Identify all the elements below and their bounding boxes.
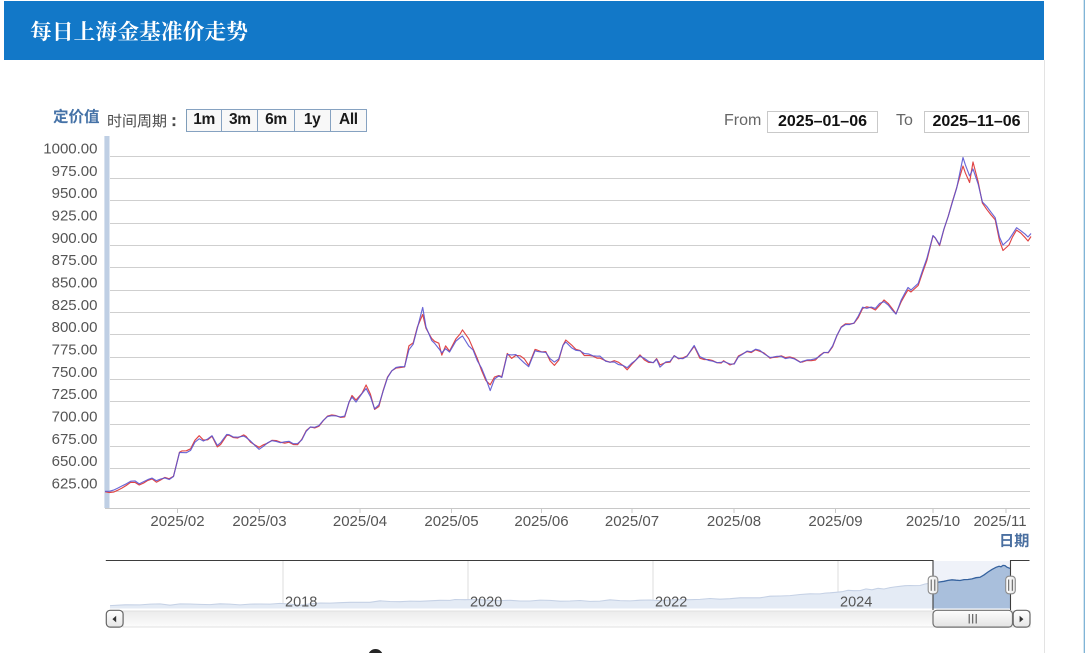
svg-text:2024: 2024 <box>840 595 872 611</box>
svg-text:925.00: 925.00 <box>52 208 98 225</box>
svg-text:975.00: 975.00 <box>52 163 98 180</box>
svg-text:2025/06: 2025/06 <box>514 513 568 530</box>
svg-text:650.00: 650.00 <box>52 453 98 470</box>
svg-text:900.00: 900.00 <box>52 230 98 247</box>
svg-text:750.00: 750.00 <box>52 364 98 381</box>
svg-text:1000.00: 1000.00 <box>43 141 97 158</box>
svg-text:625.00: 625.00 <box>52 476 98 493</box>
svg-text:725.00: 725.00 <box>52 386 98 403</box>
svg-text:2025/10: 2025/10 <box>906 513 960 530</box>
svg-text:2020: 2020 <box>470 595 502 611</box>
svg-text:2025/07: 2025/07 <box>605 513 659 530</box>
svg-text:2025/02: 2025/02 <box>150 513 204 530</box>
svg-text:675.00: 675.00 <box>52 431 98 448</box>
svg-text:775.00: 775.00 <box>52 342 98 359</box>
svg-text:2025/05: 2025/05 <box>424 513 478 530</box>
svg-text:2025/08: 2025/08 <box>707 513 761 530</box>
svg-text:2018: 2018 <box>285 595 317 611</box>
svg-text:875.00: 875.00 <box>52 252 98 269</box>
svg-text:825.00: 825.00 <box>52 297 98 314</box>
svg-text:2025/11: 2025/11 <box>973 513 1026 530</box>
svg-text:2025/03: 2025/03 <box>232 513 286 530</box>
svg-text:800.00: 800.00 <box>52 319 98 336</box>
svg-text:2022: 2022 <box>655 595 687 611</box>
svg-text:700.00: 700.00 <box>52 409 98 426</box>
svg-text:2025/04: 2025/04 <box>333 513 387 530</box>
svg-text:850.00: 850.00 <box>52 275 98 292</box>
svg-text:950.00: 950.00 <box>52 185 98 202</box>
svg-text:2025/09: 2025/09 <box>808 513 862 530</box>
